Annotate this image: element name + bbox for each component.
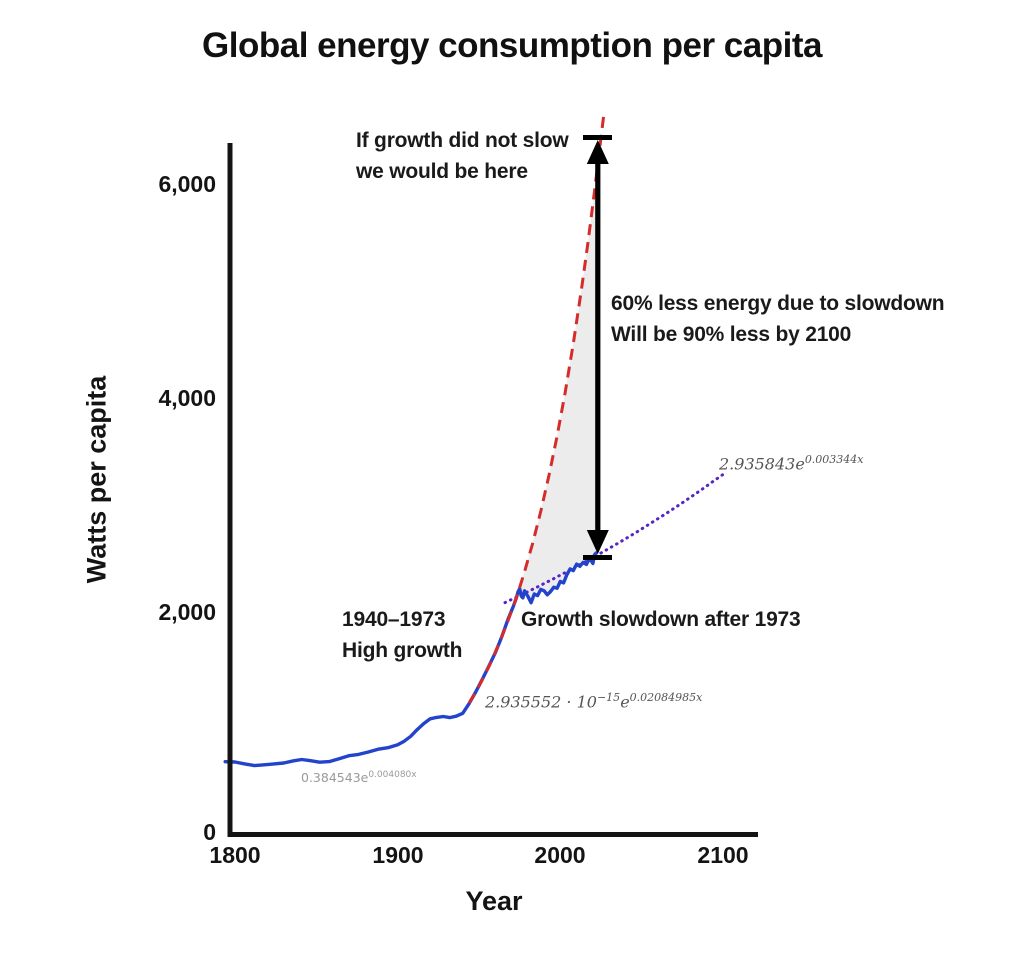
high-growth-annotation-line1: 1940–1973: [342, 608, 446, 631]
gap-arrow: [583, 135, 612, 560]
slowdown-gap-area: [516, 150, 600, 603]
y-tick-6000: 6,000: [158, 171, 216, 197]
counterfactual-annotation-line1: If growth did not slow: [356, 129, 569, 152]
high-growth-fit-formula: 2.935552 · 10−15e0.02084985x: [485, 691, 702, 711]
historical-fit-formula-base: 0.384543e: [301, 770, 369, 786]
slowdown-projection-line: [503, 473, 725, 605]
historical-fit-formula: 0.384543e0.004080x: [301, 770, 417, 785]
high-growth-fit-formula-exp: 0.02084985x: [629, 691, 703, 704]
slowdown-fit-formula-base: 2.935843e: [719, 454, 805, 474]
high-growth-projection-line: [467, 110, 606, 704]
x-axis-title: Year: [465, 886, 523, 916]
gap-annotation-line1: 60% less energy due to slowdown: [611, 292, 945, 315]
counterfactual-annotation: If growth did not slow we would be here: [356, 125, 569, 187]
counterfactual-annotation-line2: we would be here: [356, 160, 528, 183]
gap-arrow-down-head: [586, 530, 609, 554]
x-tick-1900: 1900: [372, 842, 424, 868]
high-growth-fit-formula-coef: 2.935552 · 10: [485, 692, 597, 712]
gap-arrow-top-cap: [583, 135, 612, 140]
x-tick-1800: 1800: [209, 842, 261, 868]
slowdown-annotation: Growth slowdown after 1973: [521, 608, 801, 631]
slowdown-fit-formula-exp: 0.003344x: [804, 453, 864, 466]
x-tick-2000: 2000: [534, 842, 586, 868]
axes: [227, 143, 758, 837]
gap-arrow-bottom-cap: [583, 555, 612, 560]
observed-energy-line: [223, 551, 598, 768]
y-tick-0: 0: [203, 819, 216, 845]
historical-fit-formula-exp: 0.004080x: [368, 770, 417, 780]
high-growth-annotation-line2: High growth: [342, 639, 463, 662]
gap-annotation: 60% less energy due to slowdown Will be …: [611, 288, 945, 350]
y-axis-title: Watts per capita: [81, 375, 112, 584]
high-growth-fit-formula-power: −15: [596, 691, 621, 704]
gap-arrow-shaft: [595, 150, 601, 545]
high-growth-annotation: 1940–1973 High growth: [342, 604, 462, 666]
gap-arrow-up-head: [586, 140, 609, 164]
high-growth-fit-formula-e: e: [620, 692, 630, 712]
chart-title: Global energy consumption per capita: [202, 26, 822, 65]
x-tick-2100: 2100: [697, 842, 749, 868]
slowdown-fit-formula: 2.935843e0.003344x: [719, 453, 864, 473]
y-tick-4000: 4,000: [158, 385, 216, 411]
gap-annotation-line2: Will be 90% less by 2100: [611, 323, 852, 346]
y-tick-2000: 2,000: [158, 599, 216, 625]
